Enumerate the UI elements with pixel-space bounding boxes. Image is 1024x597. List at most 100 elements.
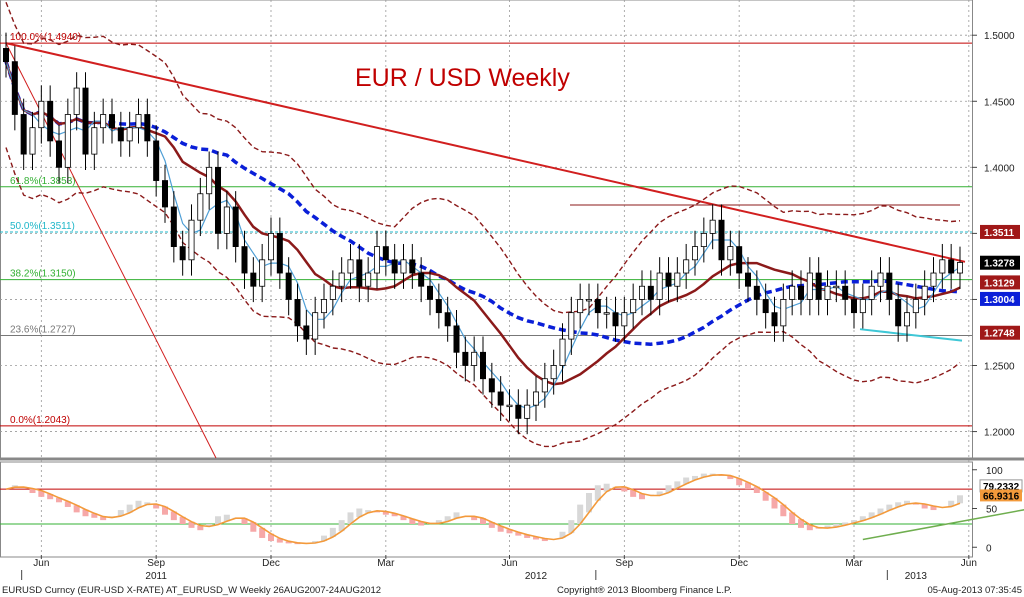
candle-body xyxy=(948,259,955,274)
price-tag-label: 1.2748 xyxy=(984,329,1015,340)
candle xyxy=(577,283,584,329)
candle-body xyxy=(294,299,301,327)
candle xyxy=(798,270,805,316)
candle-body xyxy=(409,259,416,274)
candle-body xyxy=(488,378,495,393)
oscillator-tick-label: 100 xyxy=(986,466,1003,477)
candle xyxy=(842,270,849,316)
price-tag: 1.3278 xyxy=(980,255,1020,270)
candle xyxy=(568,296,575,355)
candle xyxy=(294,283,301,342)
candle-body xyxy=(674,272,681,287)
oscillator-trendline xyxy=(862,509,1024,541)
trend-lines xyxy=(5,42,966,459)
oscillator-tag-box xyxy=(980,489,1022,502)
bollinger-bands xyxy=(5,1,961,448)
candle-body xyxy=(161,180,168,208)
candle-body xyxy=(312,312,319,340)
candle-body xyxy=(683,259,690,274)
candle-body xyxy=(912,299,919,314)
candle xyxy=(329,270,336,316)
candle-body xyxy=(453,325,460,353)
candle xyxy=(806,257,813,316)
time-axis: Jun Sep Dec Mar Jun Sep Dec Mar Jun 2011 2012 2013 xyxy=(21,555,977,582)
candle xyxy=(338,257,345,303)
candle-body xyxy=(559,338,566,366)
candle-body xyxy=(886,272,893,300)
candle xyxy=(700,217,707,263)
candle-body xyxy=(533,391,540,406)
candle xyxy=(453,310,460,369)
price-tag-box xyxy=(980,224,1020,239)
candle xyxy=(47,85,54,157)
candle-body xyxy=(64,114,71,168)
candle xyxy=(135,98,142,144)
candle xyxy=(948,243,955,289)
price-tag: 1.2748 xyxy=(980,325,1020,340)
candle xyxy=(789,270,796,316)
candle-body xyxy=(197,193,204,221)
year-label: 2011 xyxy=(145,571,167,582)
candlesticks xyxy=(3,32,964,435)
resistance-trendline xyxy=(5,42,966,263)
candle-body xyxy=(29,127,36,155)
candle xyxy=(391,243,398,289)
candle-body xyxy=(833,285,840,289)
candle xyxy=(100,98,107,144)
candle-body xyxy=(135,114,142,129)
candle xyxy=(541,362,548,408)
candle-body xyxy=(47,100,54,142)
candle-body xyxy=(859,299,866,314)
time-tick-label: Jun xyxy=(501,558,517,569)
candle-body xyxy=(259,259,266,287)
candle xyxy=(444,296,451,342)
candle xyxy=(312,296,319,355)
candle xyxy=(418,257,425,303)
price-tick-label: 1.4000 xyxy=(984,163,1015,174)
candle xyxy=(188,204,195,276)
candle xyxy=(550,349,557,395)
candle xyxy=(3,32,9,78)
candle xyxy=(435,283,442,329)
candle-body xyxy=(479,351,486,380)
candle xyxy=(533,376,540,422)
candle xyxy=(82,72,89,170)
time-tick-label: Dec xyxy=(262,558,280,569)
ma-long-line xyxy=(4,61,961,346)
grid xyxy=(0,0,1024,558)
price-tag-label: 1.3511 xyxy=(984,228,1014,239)
candle-body xyxy=(851,299,858,314)
time-tick-label: Mar xyxy=(845,558,863,569)
year-label: 2013 xyxy=(905,571,928,582)
candle xyxy=(365,257,372,303)
candle xyxy=(91,111,98,170)
candle-body xyxy=(789,285,796,300)
time-tick-label: Sep xyxy=(615,558,633,569)
candle-body xyxy=(621,312,628,327)
candle xyxy=(20,98,27,170)
candle-body xyxy=(586,299,593,302)
support-trendline xyxy=(859,328,963,342)
candle-body xyxy=(373,246,380,274)
candle xyxy=(957,246,964,289)
candle-body xyxy=(223,206,230,234)
candle xyxy=(753,270,760,316)
footer-security: EURUSD Curncy (EUR-USD X-RATE) AT_EURUSD… xyxy=(2,585,381,596)
candle-body xyxy=(170,206,177,248)
candle xyxy=(912,283,919,329)
candle xyxy=(303,310,310,355)
candle-body xyxy=(276,232,283,274)
candle-body xyxy=(250,272,257,287)
price-tag-label: 1.3004 xyxy=(984,295,1015,306)
candle xyxy=(170,191,177,263)
candle-body xyxy=(82,87,89,155)
price-tag-label: 1.3278 xyxy=(984,259,1015,270)
candle-body xyxy=(762,299,769,314)
price-tag: 1.3129 xyxy=(980,275,1020,290)
candle-body xyxy=(798,285,805,300)
candle-body xyxy=(957,262,964,274)
candle xyxy=(488,362,495,408)
candle xyxy=(939,243,946,289)
candle xyxy=(868,270,875,316)
